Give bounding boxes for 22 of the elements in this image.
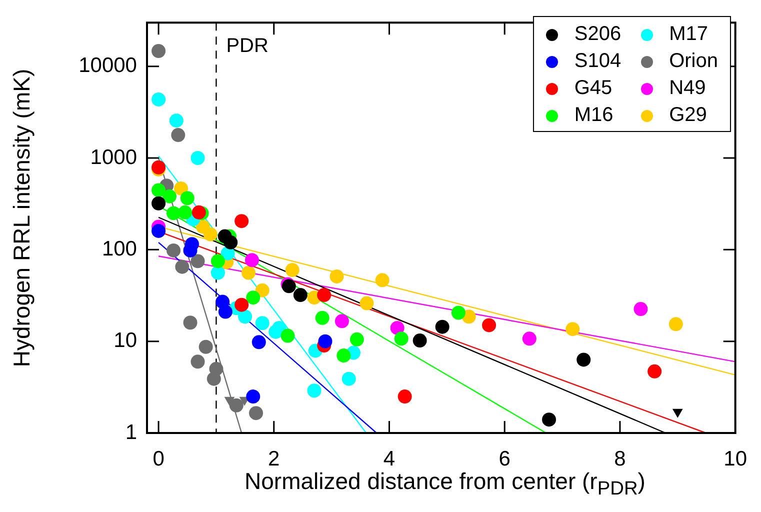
- ref-line-label: PDR: [226, 35, 268, 58]
- legend-label: S104: [574, 50, 622, 73]
- y-tick-label: 100: [102, 237, 137, 260]
- legend-label: M17: [669, 23, 708, 46]
- x-tick-label: 4: [383, 447, 396, 470]
- legend-label: G45: [574, 77, 612, 100]
- legend-label: Orion: [669, 50, 718, 73]
- y-axis-title: Hydrogen RRL intensity (mK): [8, 68, 36, 368]
- y-tick-label: 1000: [90, 146, 137, 169]
- x-tick-label: 10: [724, 447, 747, 470]
- x-tick-label: 6: [498, 447, 510, 470]
- legend-label: S206: [574, 23, 622, 46]
- y-tick-label: 10: [114, 329, 137, 352]
- x-tick-label: 8: [614, 447, 626, 470]
- y-tick-label: 10000: [78, 54, 137, 78]
- x-axis-title: Normalized distance from center (r$_{PDR}$): [244, 468, 646, 500]
- legend-label: G29: [669, 104, 707, 127]
- legend-label: N49: [669, 77, 706, 100]
- y-tick-label: 1: [125, 420, 137, 444]
- x-tick-label: 2: [268, 447, 280, 470]
- x-tick-label: 0: [152, 447, 164, 470]
- legend-label: M16: [574, 104, 614, 127]
